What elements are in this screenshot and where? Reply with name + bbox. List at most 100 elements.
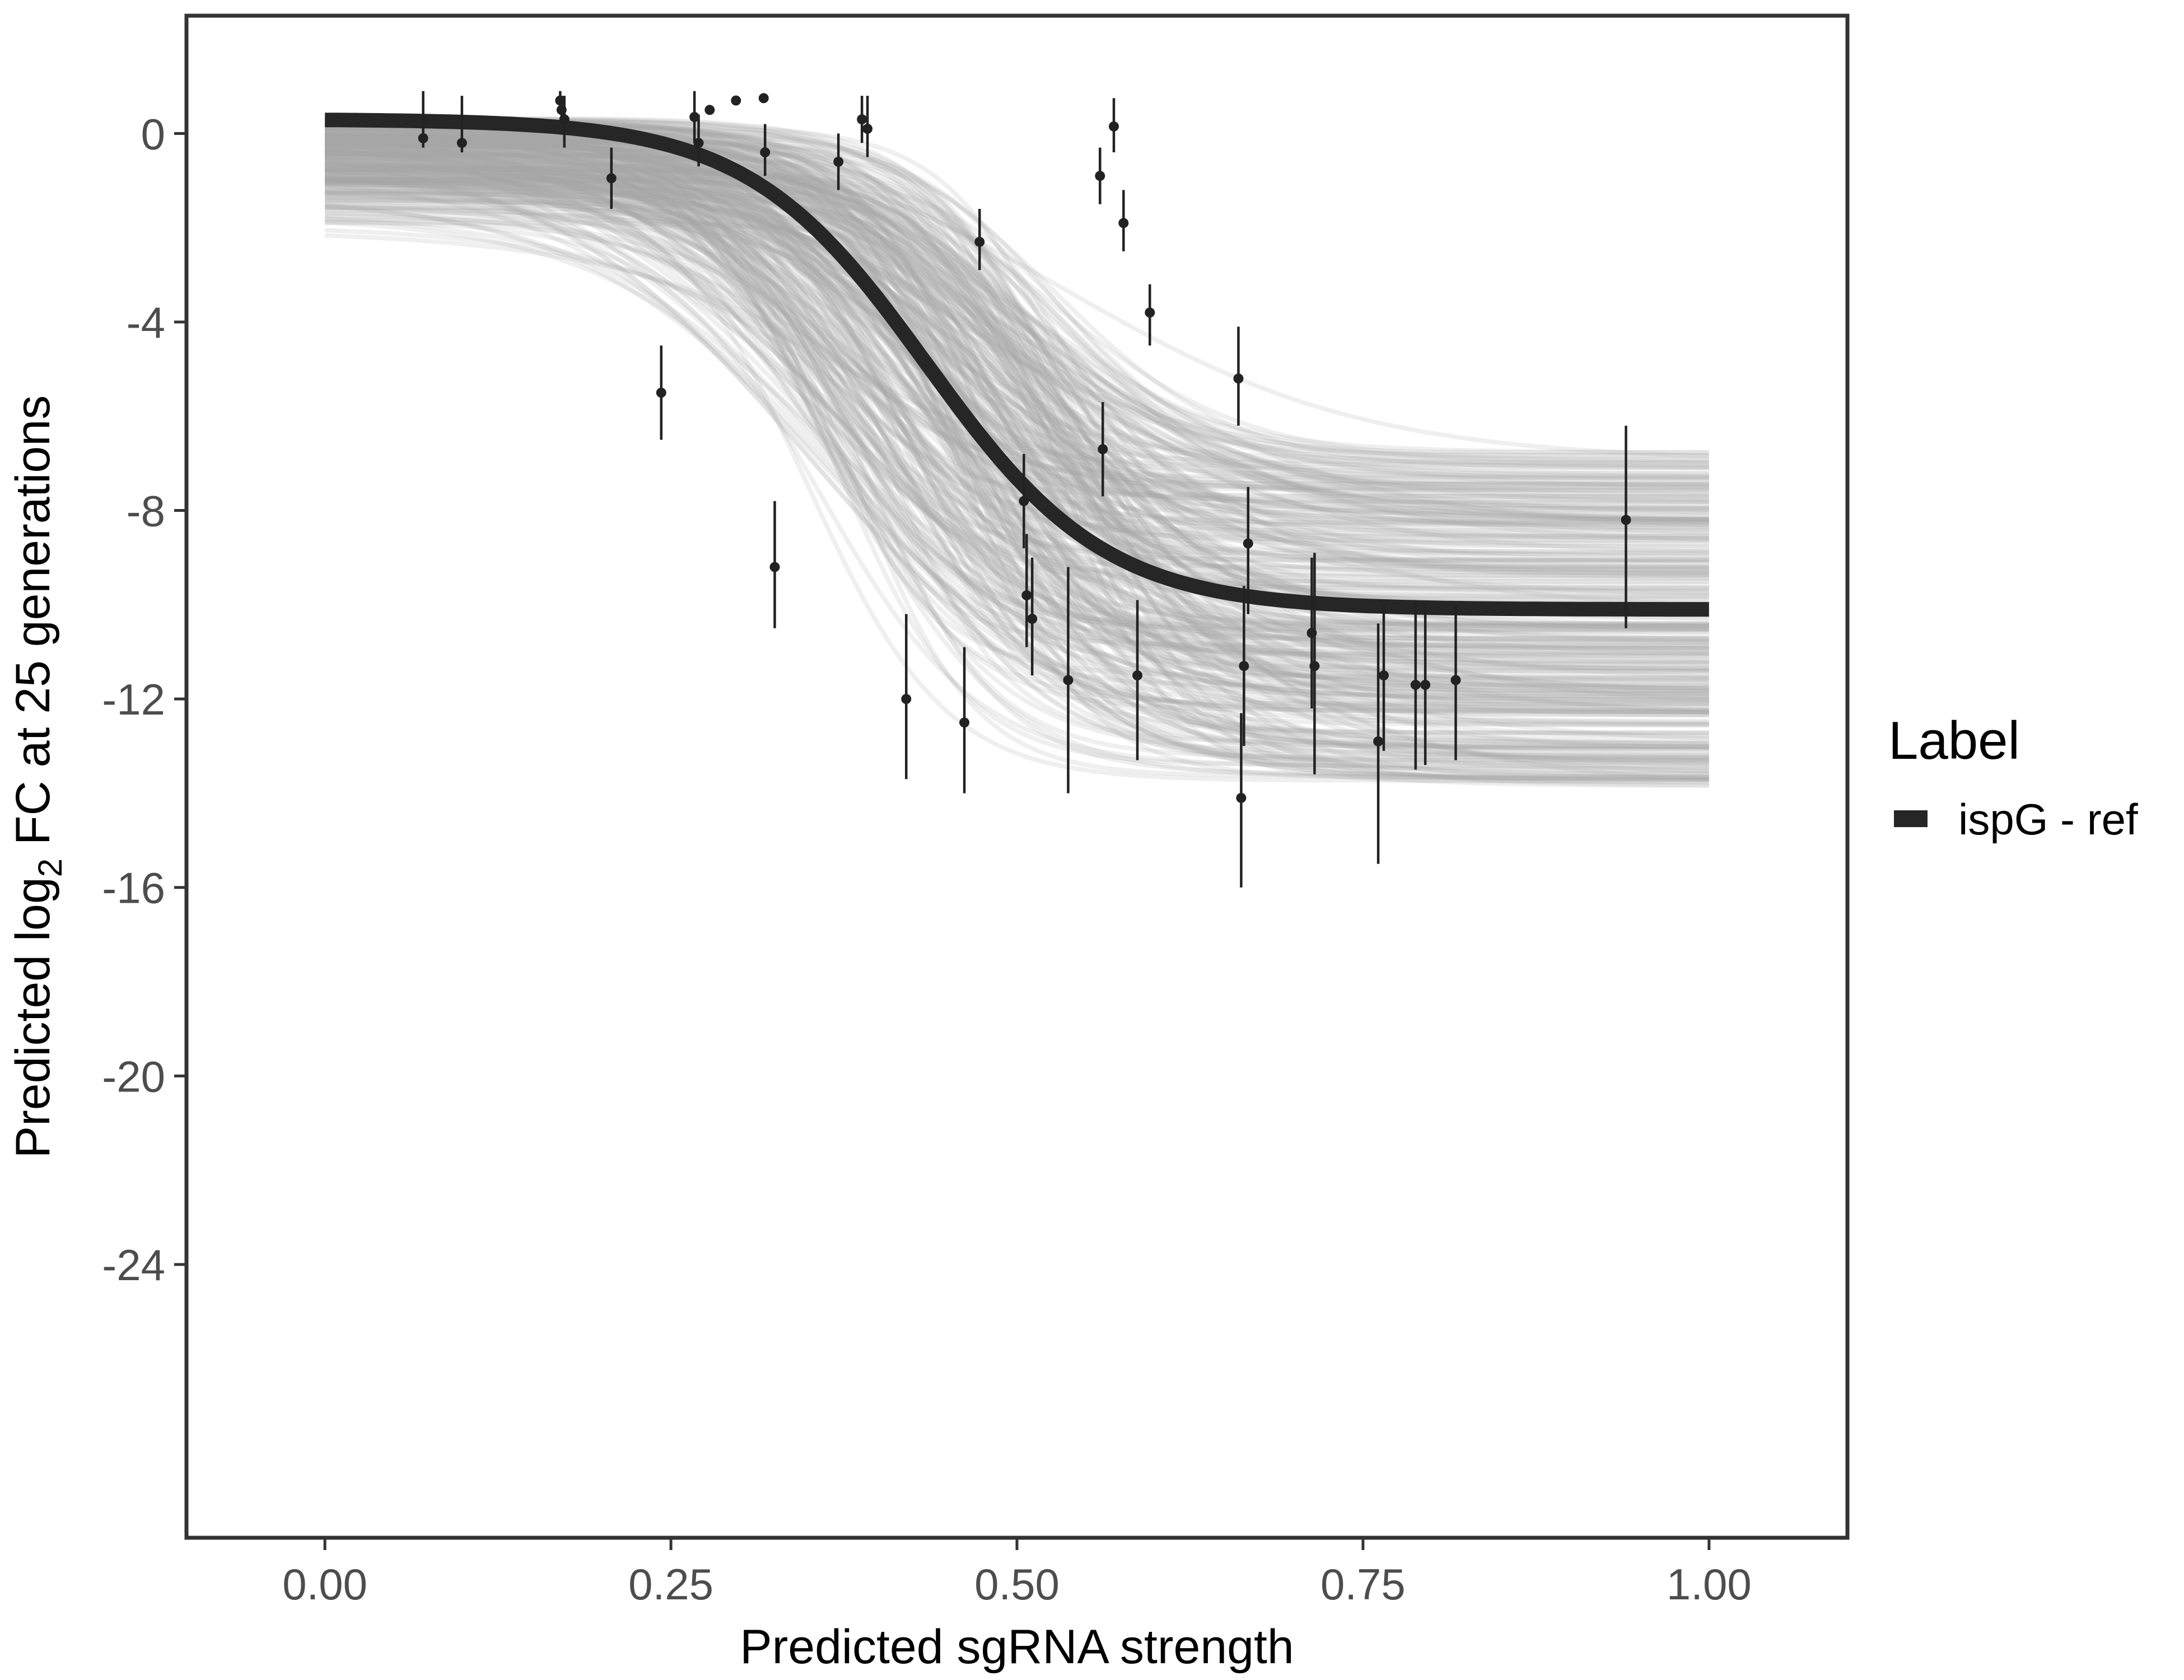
posterior-draw-line: [325, 137, 1709, 512]
posterior-draw-line: [325, 148, 1709, 710]
data-point: [456, 96, 467, 153]
posterior-draw-line: [325, 136, 1709, 746]
posterior-draw-line: [325, 155, 1709, 727]
y-axis-title-subscript: 2: [31, 858, 69, 877]
posterior-draw-line: [325, 198, 1709, 526]
posterior-draw-line: [325, 131, 1709, 455]
posterior-draw-line: [325, 151, 1709, 780]
posterior-draw-line: [325, 170, 1709, 543]
posterior-draw-line: [325, 194, 1709, 708]
posterior-draw-line: [325, 137, 1709, 528]
point-marker: [731, 95, 741, 106]
y-tick-label: -20: [102, 1052, 165, 1101]
data-point: [1233, 326, 1244, 426]
posterior-draw-line: [324, 160, 1709, 598]
y-axis-title-suffix: FC at 25 generations: [6, 395, 60, 858]
posterior-draw-line: [325, 166, 1709, 632]
posterior-draw-line: [325, 140, 1709, 464]
data-point: [1309, 553, 1320, 774]
x-axis: 0.00 0.25 0.50 0.75 1.00: [282, 1539, 1752, 1609]
posterior-draw-line: [325, 127, 1709, 670]
posterior-draw-line: [325, 175, 1709, 524]
posterior-draw-line: [325, 141, 1709, 782]
posterior-draw-line: [325, 118, 1709, 712]
posterior-draw-line: [325, 132, 1709, 522]
legend-title: Label: [1888, 711, 2020, 771]
posterior-draw-line: [324, 141, 1709, 713]
posterior-draw-line: [325, 134, 1709, 476]
posterior-draw-line: [325, 138, 1709, 593]
posterior-draw-line: [325, 152, 1709, 541]
posterior-draw-line: [325, 132, 1709, 724]
posterior-draw-line: [325, 148, 1709, 638]
posterior-draw-line: [325, 128, 1709, 647]
posterior-draw-line: [324, 148, 1709, 701]
posterior-draw-line: [325, 180, 1709, 641]
posterior-draw-line: [324, 156, 1709, 715]
posterior-draw-line: [325, 132, 1709, 714]
posterior-draw-line: [325, 150, 1709, 590]
data-point: [1132, 600, 1143, 760]
posterior-draw-line: [325, 153, 1709, 574]
posterior-draw-line: [325, 135, 1709, 697]
posterior-draw-line: [325, 228, 1709, 662]
point-marker: [606, 173, 617, 184]
point-marker: [1373, 736, 1384, 746]
posterior-draw-line: [324, 203, 1709, 746]
posterior-draw-line: [325, 198, 1709, 745]
data-point: [901, 614, 912, 780]
posterior-draw-line: [325, 175, 1709, 628]
posterior-draw-line: [324, 145, 1709, 651]
posterior-draw-line: [325, 139, 1709, 728]
posterior-draw-line: [325, 188, 1709, 563]
data-point: [1236, 713, 1247, 888]
posterior-draw-line: [325, 123, 1709, 541]
posterior-draw-line: [325, 202, 1709, 470]
posterior-draw-line: [324, 146, 1709, 727]
posterior-draw-line: [325, 171, 1709, 651]
posterior-draw-line: [325, 193, 1709, 692]
posterior-draw-line: [325, 147, 1709, 455]
posterior-draw-line: [325, 150, 1709, 764]
data-point: [606, 147, 617, 209]
data-points: [418, 91, 1631, 888]
posterior-draw-line: [325, 133, 1709, 476]
point-marker: [1243, 538, 1253, 549]
posterior-draw-line: [325, 120, 1709, 633]
posterior-draw-line: [325, 167, 1709, 487]
point-marker: [769, 562, 780, 572]
posterior-draw-line: [324, 175, 1709, 702]
point-marker: [1027, 614, 1038, 624]
data-point: [758, 93, 769, 104]
data-point: [1420, 604, 1431, 765]
posterior-draw-line: [325, 185, 1709, 683]
posterior-draw-line: [325, 204, 1709, 493]
point-marker: [1145, 307, 1155, 318]
x-tick-label: 0.00: [282, 1560, 367, 1609]
legend: Label ispG - ref: [1888, 711, 2138, 844]
data-point: [959, 647, 970, 794]
posterior-draw-line: [325, 143, 1709, 577]
posterior-draw-line: [325, 134, 1709, 487]
posterior-draw-line: [325, 124, 1709, 714]
posterior-draw-line: [325, 134, 1709, 707]
posterior-draw-line: [325, 178, 1709, 578]
posterior-draw-line: [325, 151, 1709, 570]
posterior-draw-line: [325, 178, 1709, 606]
posterior-draw-line: [325, 120, 1709, 584]
posterior-draw-line: [325, 168, 1709, 594]
posterior-draw-line: [325, 161, 1709, 788]
posterior-draw-line: [325, 164, 1709, 698]
point-marker: [1420, 679, 1431, 690]
posterior-draw-line: [325, 211, 1709, 480]
point-marker: [901, 694, 912, 704]
posterior-draw-line: [325, 178, 1709, 780]
posterior-draw-line: [324, 136, 1709, 690]
posterior-draw-line: [325, 116, 1709, 522]
posterior-draw-line: [325, 189, 1709, 738]
point-marker: [1098, 444, 1108, 455]
posterior-draw-line: [325, 138, 1709, 558]
posterior-draw-line: [325, 162, 1709, 751]
posterior-draw-line: [325, 120, 1709, 538]
posterior-draw-line: [325, 170, 1709, 465]
